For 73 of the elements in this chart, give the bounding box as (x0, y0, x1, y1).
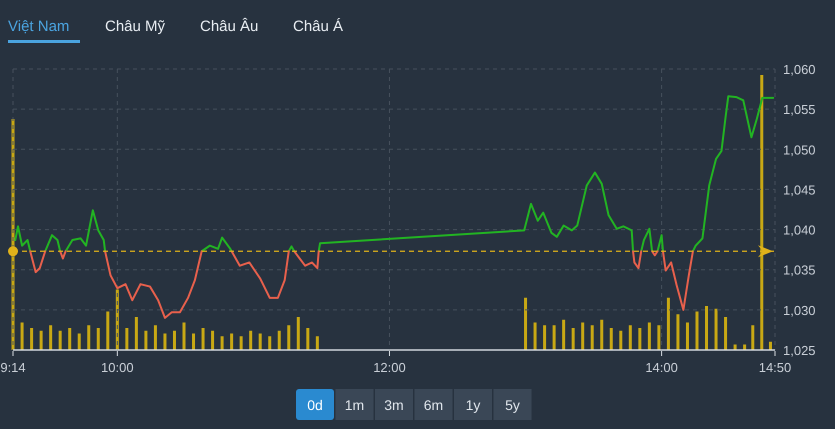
bar (543, 325, 546, 350)
bar (316, 336, 319, 350)
bar (590, 325, 594, 350)
bar (648, 322, 651, 350)
x-tick-label: 14:50 (758, 360, 792, 375)
bar (125, 328, 128, 350)
bar (760, 75, 764, 350)
bar (572, 328, 575, 350)
y-tick-label: 1,055 (783, 102, 816, 118)
bar (686, 322, 689, 350)
bar (163, 334, 166, 350)
bar (714, 308, 718, 350)
bar (724, 317, 728, 350)
x-tick-label: 14:00 (645, 360, 678, 375)
bar (240, 336, 243, 350)
y-tick-label: 1,050 (783, 142, 816, 158)
bar (144, 330, 148, 350)
bar (562, 320, 566, 350)
bar (68, 328, 72, 350)
y-tick-label: 1,040 (783, 222, 816, 238)
bar (40, 330, 43, 350)
bar (581, 322, 584, 350)
x-tick-label: 10:00 (101, 360, 134, 375)
bar (619, 330, 622, 350)
tab-bar: Việt Nam Châu Mỹ Châu Âu Châu Á (8, 18, 344, 43)
bar (134, 317, 138, 350)
bar (278, 330, 281, 350)
bar (58, 330, 62, 350)
x-tick-label: 9:14 (0, 360, 26, 375)
bar (20, 322, 24, 350)
bar (638, 328, 642, 350)
bar (182, 322, 186, 350)
bar (87, 325, 90, 350)
bar (695, 312, 698, 350)
bar (705, 306, 708, 350)
y-tick-label: 1,045 (783, 182, 816, 198)
bar (268, 336, 272, 350)
bar (524, 298, 528, 350)
bar (296, 317, 300, 350)
bar (306, 328, 310, 350)
bar (230, 334, 234, 350)
bar (734, 344, 737, 350)
bar (600, 320, 604, 350)
bar (657, 325, 660, 350)
y-tick-label: 1,030 (783, 302, 816, 318)
bar (552, 325, 556, 350)
bar (192, 334, 196, 350)
bar (287, 325, 290, 350)
bar (628, 325, 632, 350)
bar (211, 330, 214, 350)
y-tick-label: 1,025 (783, 343, 816, 358)
bar (249, 330, 252, 350)
y-tick-label: 1,035 (783, 262, 816, 278)
bar (258, 334, 262, 350)
bar (610, 328, 613, 350)
bar (751, 325, 754, 350)
bar (743, 344, 746, 350)
bar (676, 314, 680, 350)
bar (154, 325, 157, 350)
x-tick-label: 12:00 (373, 360, 406, 375)
bar (30, 328, 34, 350)
bar (202, 328, 205, 350)
bar (768, 342, 772, 350)
bar (106, 312, 110, 350)
y-tick-label: 1,060 (783, 62, 816, 77)
bar (78, 334, 81, 350)
bar (534, 322, 537, 350)
period-selector: 0d 1m 3m 6m 1y 5y (296, 389, 532, 420)
bar (666, 298, 670, 350)
bar (49, 325, 52, 350)
bar (96, 328, 100, 350)
bar (220, 336, 224, 350)
bar (172, 330, 176, 350)
